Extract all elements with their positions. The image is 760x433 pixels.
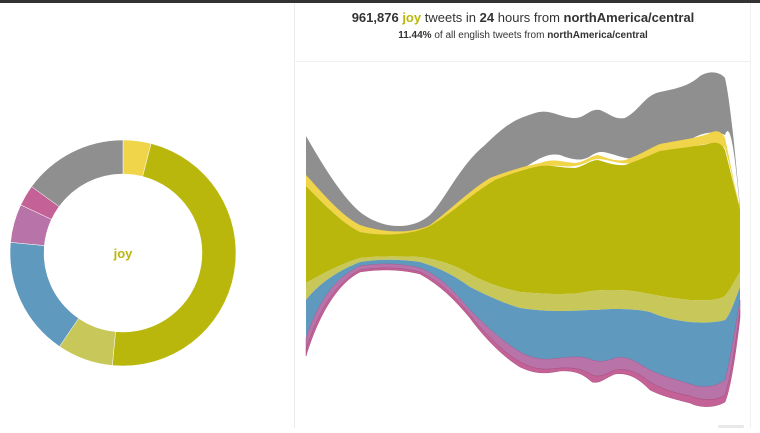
stream-layer-sadness <box>306 259 740 387</box>
donut-segment-sadness[interactable] <box>9 242 79 347</box>
stream-layer-trust <box>306 256 740 323</box>
scrollbar-thumb[interactable] <box>718 425 744 428</box>
panel-divider <box>294 3 295 428</box>
stream-panel: 961,876 joy tweets in 24 hours from nort… <box>295 3 751 428</box>
region-label-2: northAmerica/central <box>547 30 648 41</box>
chart-header: 961,876 joy tweets in 24 hours from nort… <box>295 3 751 61</box>
stream-layer-anger <box>305 267 741 407</box>
emotion-label: joy <box>402 10 422 25</box>
chart-subtitle: 11.44% of all english tweets from northA… <box>295 30 751 41</box>
subtitle-text: of all english tweets from <box>434 30 545 41</box>
donut-segment-other[interactable] <box>31 139 124 207</box>
title-text-2: hours from <box>497 10 560 25</box>
donut-chart: joy <box>9 139 237 367</box>
top-bar <box>0 0 760 3</box>
hours-value: 24 <box>479 10 495 25</box>
percent-value: 11.44% <box>398 30 432 41</box>
header-divider <box>295 61 751 62</box>
donut-segment-joy[interactable] <box>112 143 237 367</box>
donut-panel: joy <box>0 3 294 428</box>
stream-layer-anticipation <box>306 131 740 235</box>
chart-title: 961,876 joy tweets in 24 hours from nort… <box>295 10 751 25</box>
title-text-1: tweets in <box>424 10 477 25</box>
stream-layer-other <box>306 72 740 234</box>
stream-layer-joy <box>306 142 740 301</box>
region-label: northAmerica/central <box>563 10 695 25</box>
streamgraph <box>305 72 741 407</box>
tweet-count: 961,876 <box>351 10 399 25</box>
panel-border <box>750 3 751 428</box>
donut-center-label: joy <box>113 246 134 261</box>
